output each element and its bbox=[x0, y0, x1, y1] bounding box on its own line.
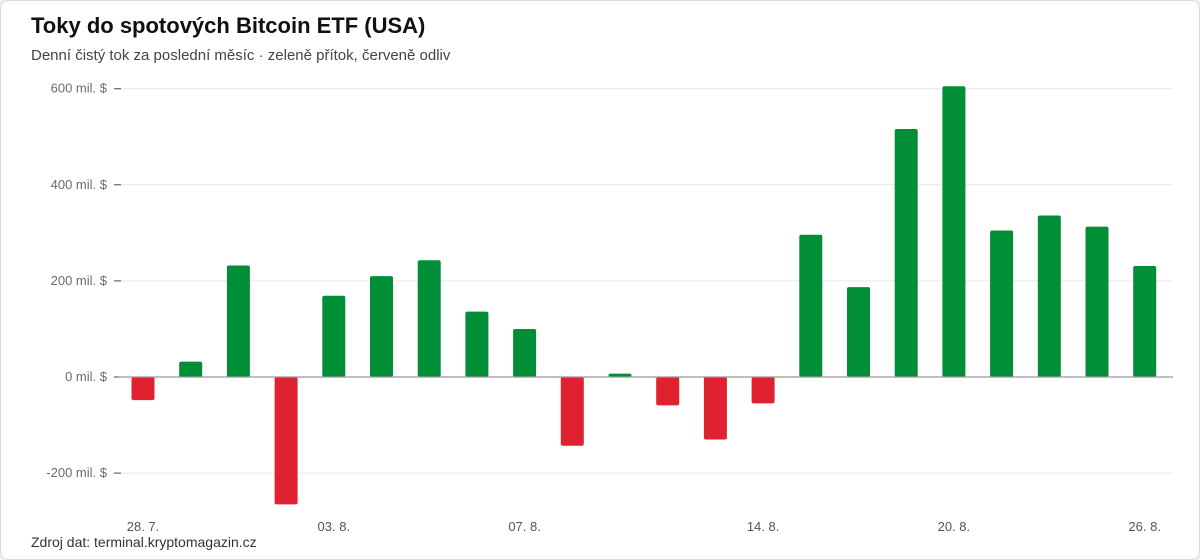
x-tick-label: 28. 7. bbox=[127, 519, 160, 531]
chart-subtitle: Denní čistý tok za poslední měsíc · zele… bbox=[31, 47, 451, 64]
inflow-bar bbox=[179, 361, 203, 377]
x-tick-label: 26. 8. bbox=[1128, 519, 1161, 531]
y-tick-label: 0 mil. $ bbox=[65, 369, 108, 384]
inflow-bar bbox=[847, 287, 870, 377]
inflow-bar bbox=[322, 295, 346, 377]
outflow-bar bbox=[560, 377, 584, 446]
outflow-bar bbox=[751, 377, 775, 404]
axes: 600 mil. $ 400 mil. $ 200 mil. $ 0 mil. $ -2… bbox=[46, 81, 1173, 531]
chart-title: Toky do spotových Bitcoin ETF (USA) bbox=[31, 13, 426, 38]
outflow-bar bbox=[703, 377, 727, 440]
y-tick-label: -200 mil. $ bbox=[46, 465, 107, 480]
x-tick-label: 03. 8. bbox=[318, 519, 351, 531]
outflow-bar bbox=[131, 377, 155, 401]
x-tick-label: 20. 8. bbox=[938, 519, 971, 531]
bars bbox=[131, 86, 1157, 505]
outflow-bar bbox=[274, 377, 298, 505]
outflow-bar bbox=[656, 377, 680, 406]
inflow-bar bbox=[942, 86, 966, 378]
x-tick-label: 14. 8. bbox=[747, 519, 780, 531]
inflow-bar bbox=[1037, 215, 1061, 377]
inflow-bar bbox=[1133, 266, 1157, 377]
inflow-bar bbox=[226, 265, 250, 377]
inflow-bar bbox=[990, 230, 1014, 377]
inflow-bar bbox=[608, 373, 632, 377]
inflow-bar bbox=[1085, 226, 1109, 377]
inflow-bar bbox=[417, 260, 441, 377]
inflow-bar bbox=[799, 234, 823, 377]
inflow-bar bbox=[465, 311, 489, 377]
y-tick-label: 600 mil. $ bbox=[51, 81, 108, 96]
inflow-bar bbox=[894, 129, 918, 377]
bar-chart: 600 mil. $ 400 mil. $ 200 mil. $ 0 mil. $ -2… bbox=[46, 81, 1173, 531]
inflow-bar bbox=[513, 328, 537, 377]
x-tick-label: 07. 8. bbox=[508, 519, 541, 531]
y-tick-label: 200 mil. $ bbox=[51, 273, 108, 288]
data-source: Zdroj dat: terminal.kryptomagazin.cz bbox=[31, 534, 257, 550]
inflow-bar bbox=[370, 276, 393, 377]
y-tick-label: 400 mil. $ bbox=[51, 177, 108, 192]
